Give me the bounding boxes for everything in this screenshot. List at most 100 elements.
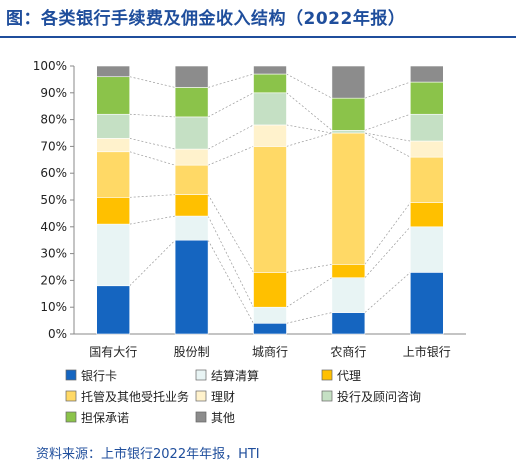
bar-segment	[96, 285, 130, 335]
y-tick-label: 0%	[48, 327, 67, 341]
bar-segment	[174, 215, 209, 241]
bar-segment	[174, 148, 209, 166]
bar-segment	[253, 272, 287, 308]
bar-segment	[96, 138, 130, 153]
bars	[96, 65, 444, 335]
bar-segment	[409, 113, 444, 142]
x-axis-labels: 国有大行 股份制 城商行 农商行 上市银行	[89, 344, 451, 359]
y-tick-label: 100%	[33, 59, 67, 73]
legend-label: 代理	[337, 369, 361, 383]
legend-swatch	[195, 390, 207, 402]
y-tick-label: 50%	[40, 193, 67, 207]
connector-line	[364, 272, 411, 313]
source-note: 资料来源：上市银行2022年年报，HTI	[36, 447, 260, 462]
bar-segment	[409, 226, 444, 273]
connector-line	[286, 124, 332, 134]
connector-line	[286, 312, 332, 324]
connector-line	[286, 263, 332, 273]
connector-line	[129, 113, 176, 118]
connector-line	[286, 277, 333, 308]
bar-segment	[331, 312, 366, 335]
bar-segment	[331, 132, 366, 265]
connector-line	[129, 151, 176, 166]
bar-segment	[331, 277, 366, 313]
bar-segment	[409, 81, 444, 115]
bar-segment	[409, 140, 444, 158]
connector-line	[364, 132, 411, 142]
connector-line	[207, 194, 254, 273]
connector-line	[286, 92, 333, 131]
y-tick-label: 70%	[40, 139, 67, 153]
bar-segment	[96, 197, 130, 225]
legend-swatch	[195, 369, 207, 381]
bar-segment	[253, 124, 287, 147]
bar-segment	[331, 97, 366, 131]
connector-line	[364, 202, 411, 265]
x-category-label: 股份制	[174, 345, 210, 359]
connector-line	[207, 124, 254, 150]
connector-line	[364, 132, 411, 158]
legend-swatch	[321, 390, 333, 402]
bar-segment	[174, 87, 209, 118]
bar-segment	[409, 65, 444, 83]
connector-line	[207, 215, 254, 308]
connector-line	[364, 81, 411, 99]
y-tick-label: 80%	[40, 113, 67, 127]
bar-segment	[174, 116, 209, 150]
y-tick-label: 40%	[40, 220, 67, 234]
chart-title: 图：各类银行手续费及佣金收入结构（2022年报）	[6, 9, 406, 29]
bar-segment	[331, 65, 366, 99]
connector-line	[207, 146, 254, 166]
legend-swatch	[65, 411, 77, 423]
bar-segment	[409, 202, 444, 228]
connector-line	[286, 132, 332, 147]
legend-label: 托管及其他受托业务	[81, 389, 189, 404]
x-category-label: 国有大行	[89, 345, 137, 359]
y-tick-label: 20%	[40, 273, 67, 287]
legend-label: 结算清算	[211, 368, 259, 383]
legend-label: 投行及顾问咨询	[337, 389, 421, 404]
bar-segment	[174, 194, 209, 217]
x-category-label: 上市银行	[403, 344, 451, 359]
x-category-label: 城商行	[252, 344, 288, 359]
legend-swatch	[65, 390, 77, 402]
y-tick-label: 10%	[40, 300, 67, 314]
connector-line	[129, 76, 176, 88]
y-tick-label: 90%	[40, 86, 67, 100]
bar-segment	[174, 239, 209, 335]
bar-segment	[253, 322, 287, 335]
connector-lines	[129, 73, 411, 324]
bar-segment	[174, 164, 209, 195]
connector-line	[364, 226, 411, 278]
bar-segment	[253, 146, 287, 273]
bar-segment	[96, 151, 130, 198]
connector-line	[207, 240, 254, 324]
legend-swatch	[65, 369, 77, 381]
connector-line	[364, 113, 411, 131]
bar-segment	[174, 65, 209, 88]
x-category-label: 农商行	[330, 344, 366, 359]
bar-segment	[253, 73, 287, 94]
connector-line	[129, 194, 176, 198]
y-tick-label: 30%	[40, 247, 67, 261]
bar-segment	[331, 130, 366, 134]
legend-swatch	[195, 411, 207, 423]
legend-label: 银行卡	[81, 369, 117, 383]
connector-line	[207, 92, 254, 118]
connector-line	[286, 73, 333, 99]
axes: 0% 10% 20% 30% 40% 50% 60% 70% 80% 90% 100%	[33, 59, 466, 341]
y-tick-label: 60%	[40, 166, 67, 180]
bar-segment	[253, 65, 287, 75]
bar-segment	[253, 92, 287, 126]
bar-segment	[253, 306, 287, 324]
legend-label: 担保承诺	[81, 411, 129, 425]
connector-line	[129, 215, 176, 225]
title-underline	[0, 36, 516, 38]
connector-line	[208, 73, 254, 88]
bar-segment	[96, 223, 130, 287]
bar-segment	[96, 65, 130, 78]
bar-segment	[96, 113, 130, 139]
bar-segment	[96, 76, 130, 115]
